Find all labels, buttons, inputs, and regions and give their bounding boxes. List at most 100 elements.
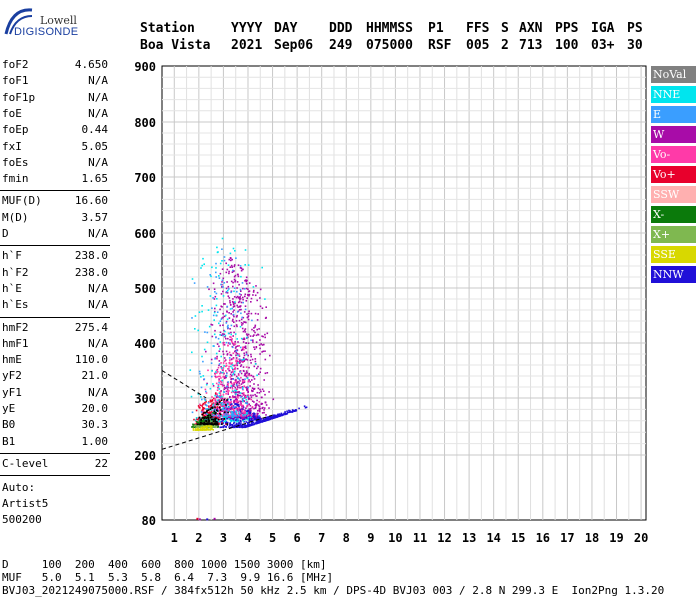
echo-point (226, 403, 229, 405)
echo-point (256, 374, 258, 377)
echo-point (209, 387, 212, 390)
legend-item-x: X+ (651, 226, 696, 243)
param-row-yf1: yF1 N/A (2, 386, 108, 402)
echo-point (255, 285, 257, 287)
echo-point (226, 268, 229, 271)
echo-point (217, 416, 219, 418)
echo-point (207, 402, 210, 404)
echo-point (233, 383, 235, 385)
echo-point (232, 306, 235, 308)
echo-point (234, 417, 237, 420)
echo-point (263, 420, 265, 422)
echo-point (223, 303, 225, 305)
echo-point (235, 296, 238, 299)
echo-point (224, 376, 226, 378)
echo-point (232, 418, 234, 420)
echo-point (237, 420, 239, 422)
echo-point (245, 410, 247, 413)
echo-point (253, 365, 256, 368)
echo-point (241, 425, 244, 427)
echo-point (261, 307, 264, 309)
echo-point (255, 402, 258, 405)
echo-point (223, 410, 225, 413)
x-tick-label: 19 (609, 531, 623, 545)
echo-point (238, 392, 240, 394)
echo-point (192, 427, 195, 430)
echo-point (214, 413, 216, 415)
param-name: hmF2 (2, 320, 29, 334)
echo-point (205, 390, 207, 393)
echo-point (209, 429, 212, 431)
echo-point (230, 313, 232, 315)
echo-point (230, 290, 233, 293)
param-row-hmf2: hmF2 275.4 (2, 321, 108, 337)
echo-point (288, 411, 291, 414)
echo-point (248, 414, 250, 416)
echo-point (206, 408, 209, 410)
echo-point (208, 411, 210, 414)
echo-point (205, 350, 207, 353)
echo-point (266, 372, 269, 374)
yyyy-value: 2021 (231, 38, 262, 53)
echo-point (236, 353, 239, 355)
echo-point (213, 426, 216, 428)
echo-point (264, 333, 266, 336)
echo-point (238, 319, 241, 322)
echo-point (242, 386, 244, 389)
echo-point (242, 341, 245, 343)
echo-point (221, 420, 223, 422)
echo-point (265, 419, 267, 422)
echo-point (261, 388, 264, 391)
x-tick-label: 9 (367, 531, 374, 545)
echo-point (223, 401, 226, 404)
param-name: h`F2 (2, 265, 29, 279)
param-value: 22 (94, 456, 108, 470)
time-value: 075000 (366, 38, 413, 53)
echo-point (240, 294, 242, 296)
echo-point (211, 396, 213, 398)
param-row-fxi: fxI 5.05 (2, 140, 108, 156)
echo-point (298, 407, 300, 410)
echo-point (264, 419, 266, 422)
echo-point (225, 422, 227, 424)
y-axis-ticks: 80 200 300 400 500 600 700 800 900 (134, 60, 156, 528)
echo-point (221, 423, 223, 425)
pps-value: 100 (555, 38, 579, 53)
echo-point (239, 392, 242, 394)
iga-label: IGA (591, 21, 615, 36)
echo-point (240, 420, 242, 423)
echo-point (210, 411, 213, 413)
echo-point (224, 360, 226, 362)
echo-point (243, 418, 246, 421)
echo-point (218, 388, 221, 390)
echo-point (259, 305, 262, 308)
echo-point (231, 307, 233, 310)
echo-point (254, 360, 257, 363)
echo-point (206, 341, 209, 344)
echo-point (200, 376, 202, 378)
echo-point (249, 408, 251, 411)
x-tick-label: 11 (413, 531, 427, 545)
echo-point (240, 404, 243, 406)
echo-point (205, 411, 208, 413)
echo-point (250, 394, 252, 397)
echo-point (219, 262, 222, 265)
echo-point (219, 371, 222, 373)
echo-point (248, 372, 251, 375)
echo-point (267, 419, 269, 421)
echo-point (217, 385, 220, 387)
echo-point (230, 324, 233, 327)
echo-point (202, 375, 205, 377)
echo-point (237, 409, 240, 411)
echo-point (247, 380, 250, 383)
echo-point (257, 365, 259, 368)
echo-point (236, 381, 238, 384)
echo-point (243, 385, 246, 387)
echo-point (222, 376, 224, 378)
echo-point (219, 320, 222, 322)
echo-point (207, 309, 210, 311)
y-tick-label: 200 (134, 449, 156, 463)
param-row-fmin: fmin 1.65 (2, 172, 108, 188)
echo-point (213, 414, 216, 417)
echo-point (213, 298, 216, 300)
